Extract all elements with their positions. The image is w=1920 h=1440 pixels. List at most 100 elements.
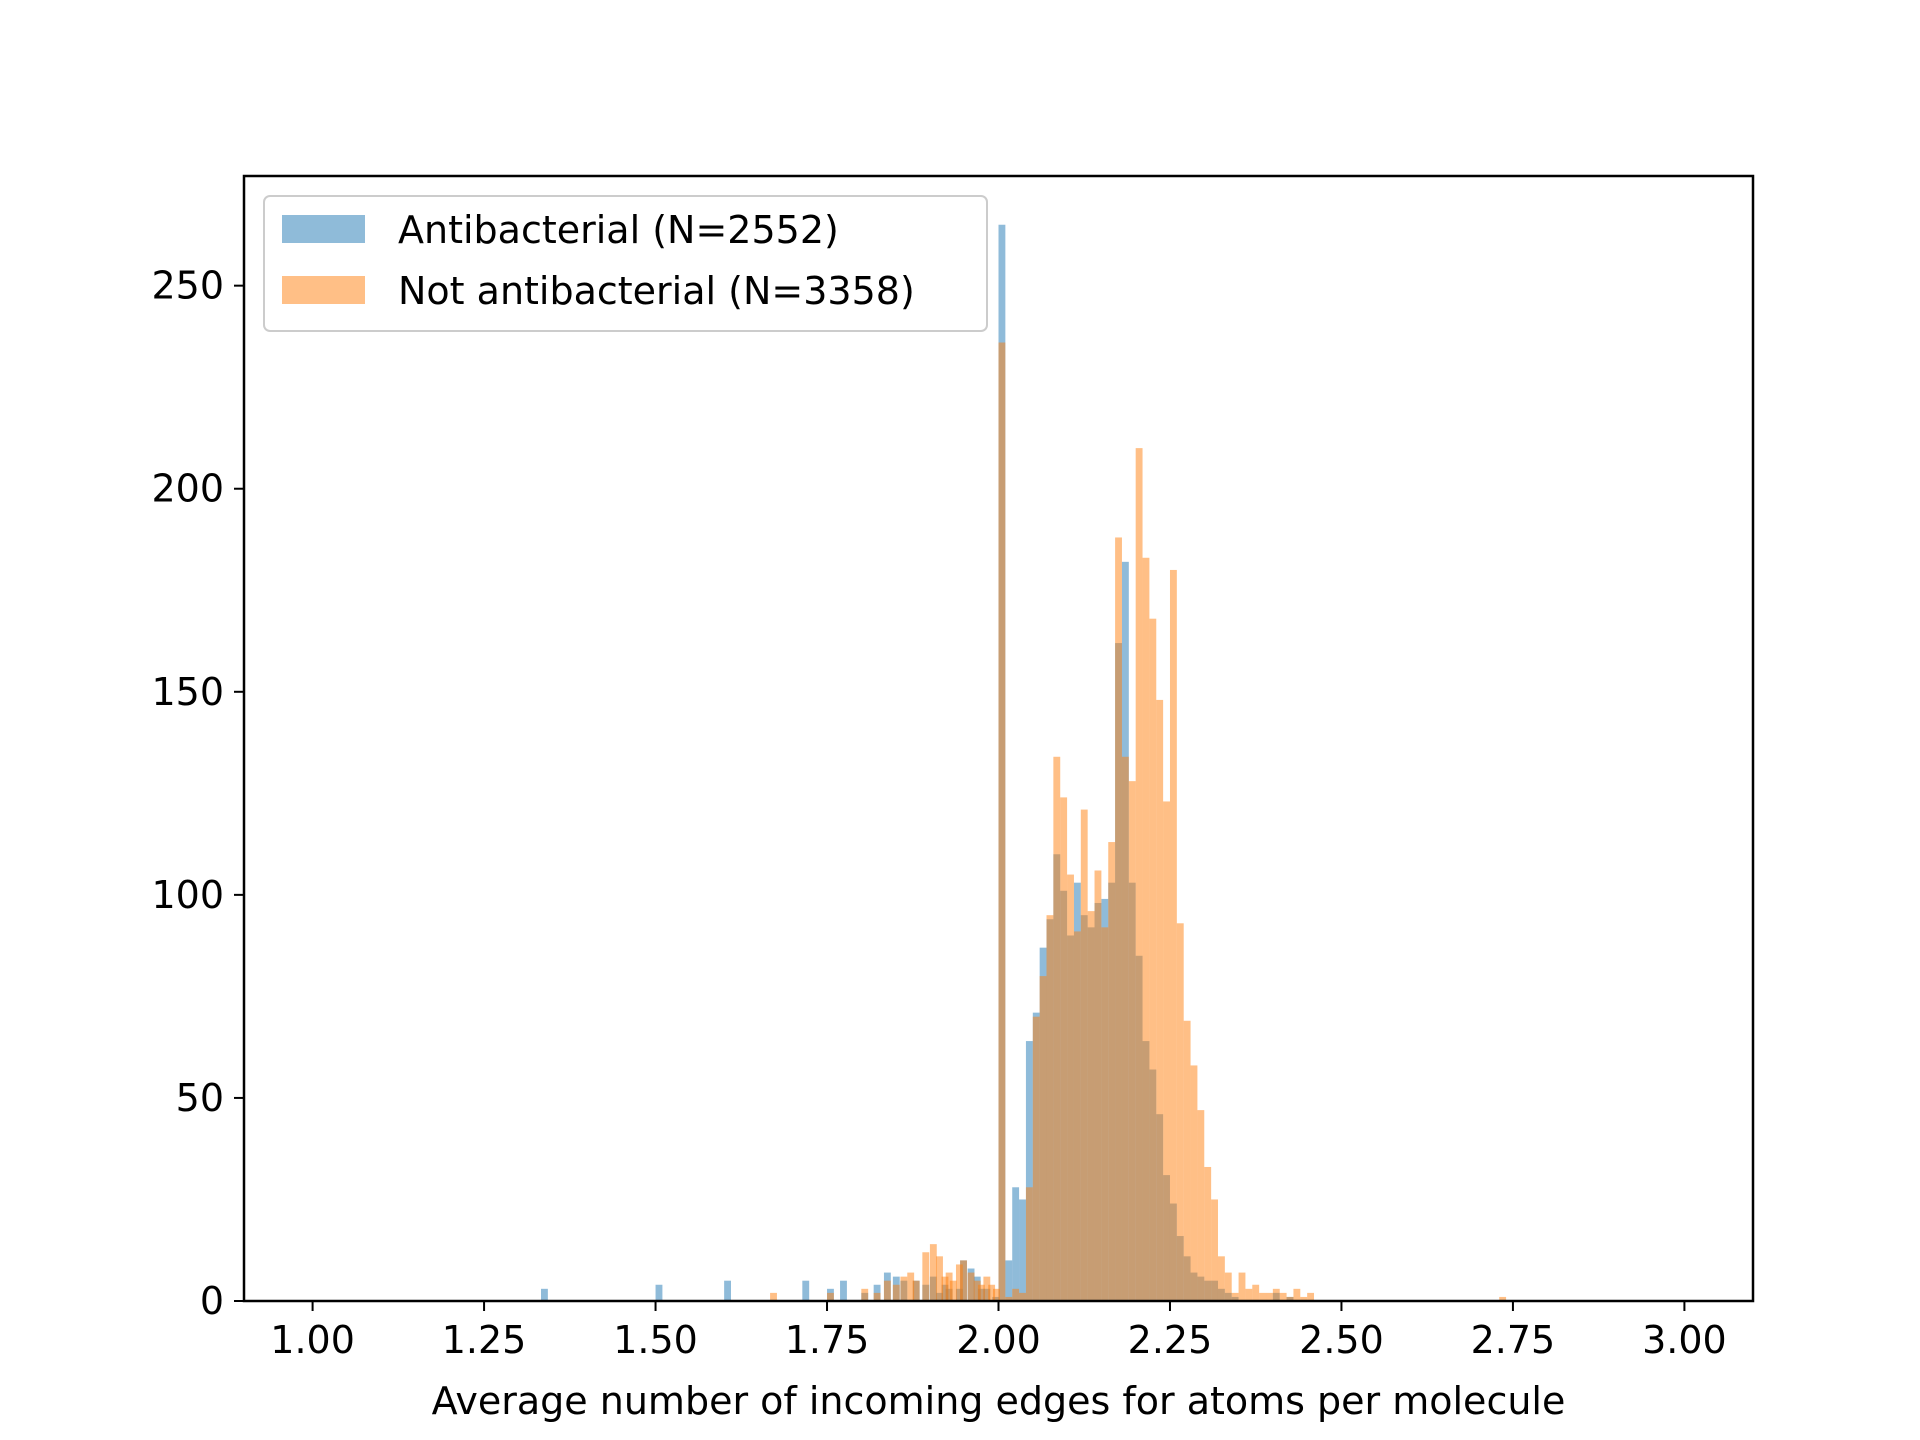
histogram-bar: [941, 1276, 949, 1301]
histogram-bar: [1224, 1272, 1232, 1301]
legend-box: [263, 195, 988, 332]
histogram-bar: [1039, 976, 1047, 1301]
histogram-bar: [802, 1280, 810, 1301]
histogram-bar: [1073, 931, 1081, 1301]
histogram-bar: [1025, 1187, 1033, 1301]
histogram-bar: [1128, 781, 1136, 1301]
histogram-bar: [998, 342, 1006, 1301]
histogram-bar: [967, 1272, 975, 1301]
histogram-bar: [1252, 1284, 1260, 1301]
histogram-bar: [1101, 927, 1109, 1301]
histogram-bar: [955, 1264, 963, 1301]
histogram-bar: [1046, 915, 1054, 1301]
bars-layer: [541, 224, 1507, 1302]
x-tick-label: 1.00: [270, 1318, 355, 1362]
histogram-bar: [1293, 1288, 1301, 1301]
y-tick-label: 200: [151, 467, 224, 511]
histogram-bar: [1259, 1292, 1267, 1301]
histogram-bar: [907, 1272, 915, 1301]
histogram-bar: [541, 1288, 548, 1301]
histogram-bar: [945, 1272, 953, 1301]
histogram-bar: [1231, 1292, 1239, 1301]
histogram-bar: [1080, 809, 1088, 1301]
histogram-bar: [1142, 557, 1150, 1301]
y-tick-label: 0: [200, 1279, 224, 1323]
histogram-bar: [1183, 1020, 1191, 1301]
histogram-bar: [1163, 801, 1170, 1301]
histogram-bar: [993, 1288, 1000, 1301]
histogram-bar: [770, 1292, 777, 1301]
histogram-bar: [1238, 1272, 1246, 1301]
histogram-bar: [1176, 923, 1184, 1301]
series-not-antibacterial: [770, 342, 1507, 1301]
histogram-bar: [1190, 1065, 1198, 1301]
histogram-bar: [873, 1284, 881, 1301]
histogram-bar: [724, 1280, 731, 1301]
histogram-bar: [1005, 1296, 1013, 1301]
histogram-bar: [1067, 874, 1074, 1301]
y-tick-label: 150: [151, 670, 224, 714]
histogram-bar: [973, 1280, 981, 1301]
histogram-bar: [1499, 1296, 1507, 1301]
x-tick-label: 2.25: [1128, 1318, 1213, 1362]
histogram-bar: [1019, 1199, 1026, 1301]
axes-layer: 1.00 1.25 1.50 1.75 2.00 2.25 2.50 2.75 3.00 0 50 1…: [151, 174, 1755, 1362]
histogram-bar: [1032, 1016, 1040, 1301]
histogram-bar: [1087, 911, 1095, 1301]
histogram-bar: [1279, 1292, 1287, 1301]
histogram-bar: [1053, 756, 1061, 1301]
histogram-bar: [1025, 1041, 1033, 1301]
legend-label: Not antibacterial (N=3358): [398, 269, 915, 313]
histogram-bar: [1286, 1296, 1294, 1301]
histogram-bar: [922, 1252, 930, 1301]
histogram-bar: [983, 1276, 991, 1301]
x-tick-label: 1.25: [442, 1318, 527, 1362]
x-tick-label: 2.75: [1471, 1318, 1556, 1362]
histogram-bar: [1245, 1288, 1253, 1301]
histogram-bar: [1019, 1292, 1026, 1301]
histogram-bar: [1211, 1199, 1218, 1301]
histogram-bar: [1108, 842, 1116, 1301]
histogram-bar: [936, 1256, 943, 1301]
y-tick-label: 50: [176, 1076, 224, 1120]
histogram-bar: [1197, 1110, 1205, 1301]
legend-label: Antibacterial (N=2552): [398, 208, 839, 252]
x-axis-label: Average number of incoming edges for ato…: [432, 1379, 1566, 1423]
histogram-bar: [883, 1280, 891, 1301]
x-tick-label: 1.50: [613, 1318, 698, 1362]
histogram-bar: [1149, 618, 1157, 1301]
histogram-bar: [892, 1284, 900, 1301]
x-tick-label: 3.00: [1642, 1318, 1727, 1362]
x-tick-label: 2.00: [956, 1318, 1041, 1362]
histogram-bar: [1272, 1288, 1280, 1301]
histogram-bar: [1005, 1260, 1013, 1301]
histogram-bar: [1204, 1166, 1212, 1301]
x-tick-label: 1.75: [785, 1318, 870, 1362]
y-tick-label: 250: [151, 264, 224, 308]
histogram-bar: [1115, 537, 1122, 1301]
legend-swatch: [282, 215, 365, 243]
histogram-bar: [1307, 1292, 1315, 1301]
histogram-bar: [912, 1280, 920, 1301]
histogram-bar: [1094, 870, 1102, 1301]
histogram-bar: [949, 1280, 957, 1301]
histogram-bar: [827, 1292, 834, 1301]
histogram-bar: [1012, 1288, 1020, 1301]
histogram-bar: [1121, 756, 1129, 1301]
histogram-bar: [655, 1284, 663, 1301]
histogram-bar: [1169, 569, 1177, 1301]
x-tick-label: 2.50: [1299, 1318, 1384, 1362]
histogram-bar: [861, 1288, 869, 1301]
legend-swatch: [282, 276, 365, 304]
histogram-bar: [960, 1260, 967, 1301]
histogram-bar: [873, 1292, 881, 1301]
histogram-bar: [1012, 1187, 1020, 1301]
legend: Antibacterial (N=2552) Not antibacterial …: [263, 195, 988, 332]
histogram-bar: [1135, 448, 1143, 1301]
histogram-bar: [988, 1284, 996, 1301]
y-tick-label: 100: [151, 873, 224, 917]
histogram-bar: [929, 1244, 937, 1301]
histogram-bar: [1217, 1256, 1225, 1301]
